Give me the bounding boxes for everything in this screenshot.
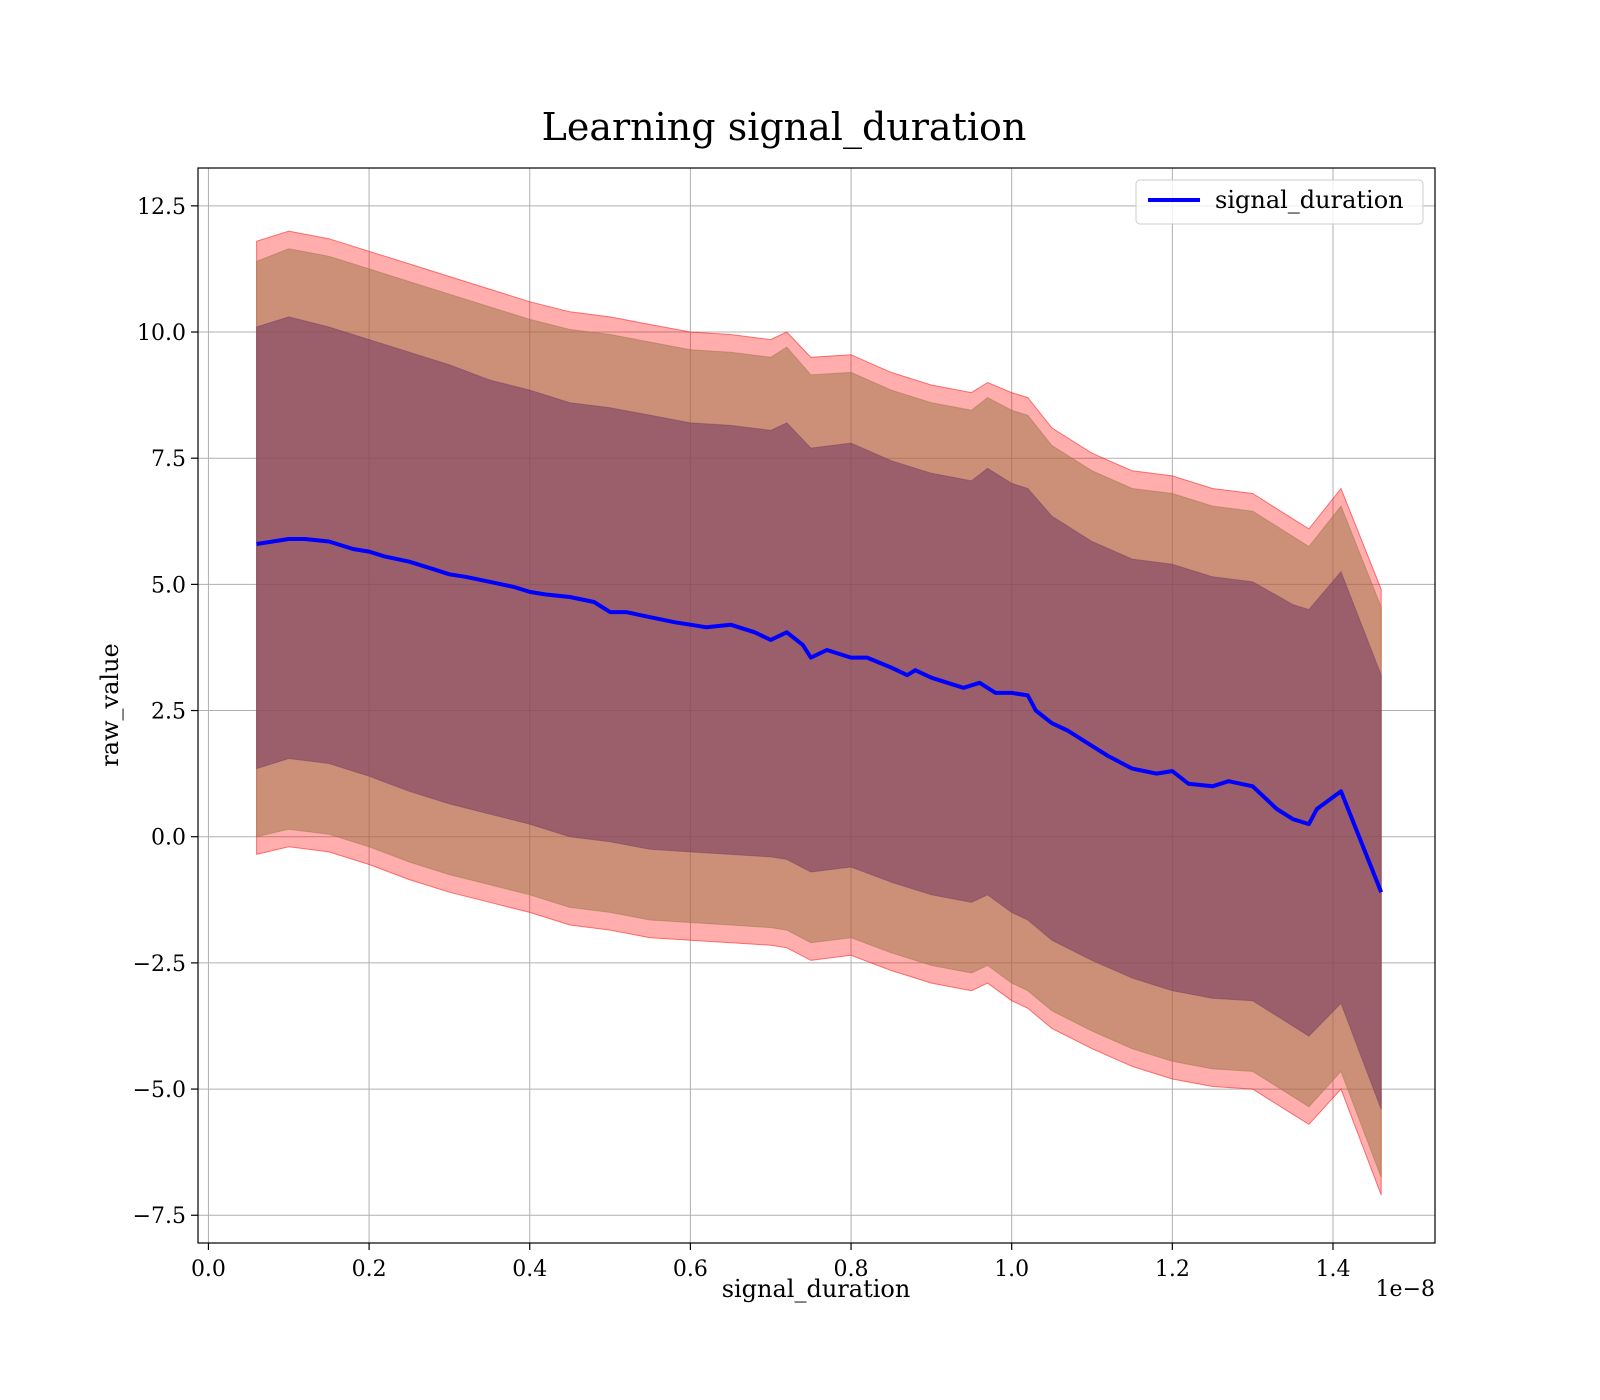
y-tick-label-2: −2.5 bbox=[133, 952, 186, 977]
x-offset-label: 1e−8 bbox=[1376, 1277, 1435, 1302]
series-line-0 bbox=[256, 537, 1384, 893]
x-tick-label-2: 0.4 bbox=[512, 1257, 547, 1282]
chart-title: Learning signal_duration bbox=[542, 105, 1027, 150]
legend-box bbox=[1135, 179, 1424, 225]
y-tick-label-3: 0.0 bbox=[151, 826, 186, 851]
x-axis-ticks: 0.0 0.2 0.4 0.6 0.8 1.0 1.2 1.4 bbox=[191, 1243, 1350, 1282]
y-tick-label-7: 10.0 bbox=[137, 321, 186, 346]
x-tick-label-1: 0.2 bbox=[352, 1257, 387, 1282]
x-tick-label-7: 1.4 bbox=[1315, 1257, 1350, 1282]
band-2 bbox=[256, 316, 1382, 1110]
confidence-bands bbox=[256, 230, 1382, 1196]
y-tick-label-5: 5.0 bbox=[151, 573, 186, 598]
x-tick-label-5: 1.0 bbox=[994, 1257, 1029, 1282]
y-axis-label: raw_value bbox=[96, 643, 124, 767]
y-tick-label-0: −7.5 bbox=[133, 1204, 186, 1229]
y-tick-label-6: 7.5 bbox=[151, 447, 186, 472]
y-axis-ticks: −7.5 −5.0 −2.5 0.0 2.5 5.0 7.5 10.0 12.5 bbox=[133, 195, 198, 1229]
x-tick-label-3: 0.6 bbox=[673, 1257, 708, 1282]
x-tick-label-4: 0.8 bbox=[834, 1257, 869, 1282]
x-axis-label: signal_duration bbox=[722, 1275, 911, 1303]
x-tick-label-6: 1.2 bbox=[1155, 1257, 1190, 1282]
y-tick-label-1: −5.0 bbox=[133, 1078, 186, 1103]
x-tick-label-0: 0.0 bbox=[191, 1257, 226, 1282]
legend: signal_duration bbox=[1135, 179, 1424, 225]
series-lines bbox=[256, 537, 1384, 893]
legend-label: signal_duration bbox=[1215, 186, 1404, 214]
plot-frame bbox=[197, 167, 1436, 1244]
y-tick-label-4: 2.5 bbox=[151, 700, 186, 725]
y-tick-label-8: 12.5 bbox=[137, 195, 186, 220]
